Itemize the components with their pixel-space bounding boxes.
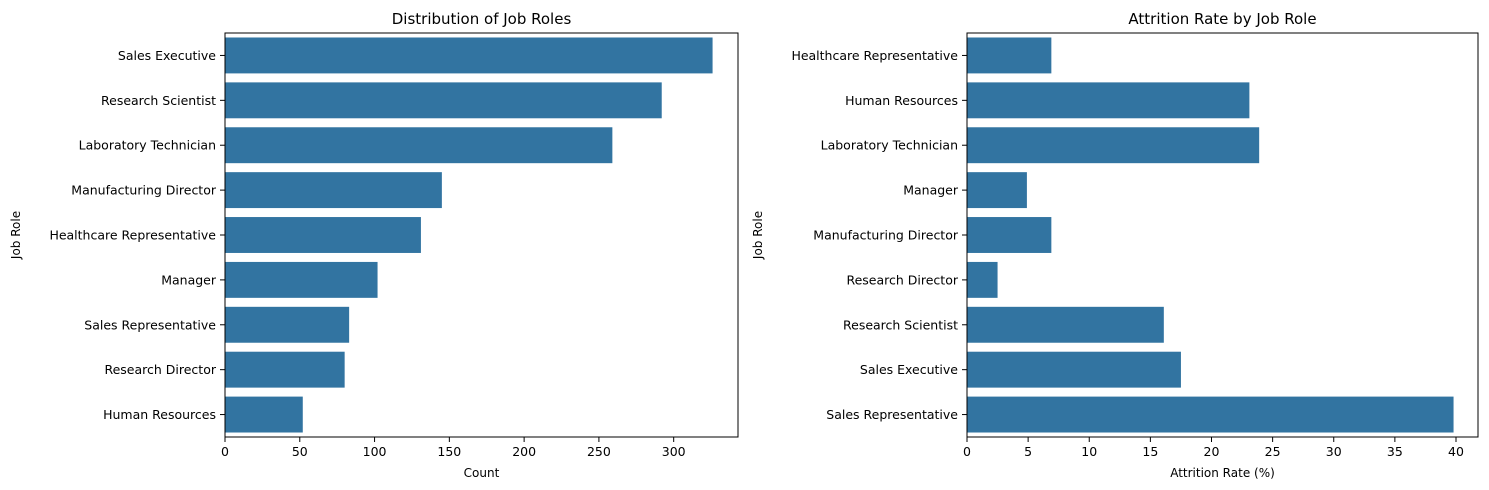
y-tick-label: Research Director <box>104 362 216 377</box>
y-tick-label: Research Scientist <box>843 317 958 332</box>
bar <box>967 351 1181 388</box>
x-tick-label: 50 <box>292 444 308 459</box>
y-tick-label: Sales Executive <box>860 362 958 377</box>
x-tick-label: 35 <box>1387 444 1403 459</box>
x-tick-label: 0 <box>221 444 229 459</box>
x-tick-label: 150 <box>437 444 461 459</box>
y-tick-label: Human Resources <box>103 407 216 422</box>
bar <box>967 172 1027 209</box>
y-tick-label: Research Scientist <box>101 93 216 108</box>
bar <box>225 261 378 298</box>
bar <box>225 82 662 119</box>
y-axis-label: Job Role <box>751 211 765 260</box>
y-tick-label: Manufacturing Director <box>813 228 959 243</box>
y-tick-label: Manufacturing Director <box>71 183 217 198</box>
bar <box>967 306 1164 343</box>
y-tick-label: Laboratory Technician <box>821 138 958 153</box>
x-tick-label: 15 <box>1142 444 1158 459</box>
x-axis-label: Attrition Rate (%) <box>1170 466 1275 480</box>
bar <box>225 306 350 343</box>
chart-title: Distribution of Job Roles <box>392 10 572 28</box>
bar <box>225 351 345 388</box>
chart-title: Attrition Rate by Job Role <box>1128 10 1316 28</box>
x-tick-label: 300 <box>662 444 686 459</box>
x-tick-label: 10 <box>1081 444 1097 459</box>
chart-attrition-rate: Healthcare Representative Human Resources… <box>751 10 1479 480</box>
y-tick-label: Manager <box>161 272 217 287</box>
y-tick-label: Sales Executive <box>118 48 216 63</box>
y-tick-label: Laboratory Technician <box>79 138 216 153</box>
x-tick-label: 200 <box>512 444 536 459</box>
x-tick-label: 20 <box>1204 444 1220 459</box>
x-tick-label: 0 <box>963 444 971 459</box>
x-tick-label: 30 <box>1326 444 1342 459</box>
y-tick-label: Research Director <box>846 272 958 287</box>
y-axis-label: Job Role <box>9 211 23 260</box>
y-tick-label: Healthcare Representative <box>49 228 216 243</box>
x-tick-label: 5 <box>1024 444 1032 459</box>
chart-job-role-distribution: Sales Executive Research Scientist Laborat… <box>9 10 739 480</box>
x-tick-label: 100 <box>363 444 387 459</box>
bar <box>967 396 1454 433</box>
bar <box>225 172 442 209</box>
bar <box>967 82 1250 119</box>
bar <box>967 217 1052 253</box>
y-tick-label: Sales Representative <box>826 407 958 422</box>
y-tick-label: Manager <box>903 183 959 198</box>
x-tick-label: 250 <box>587 444 611 459</box>
bar <box>967 127 1260 164</box>
axes-frame <box>966 32 1479 438</box>
y-tick-label: Healthcare Representative <box>791 48 958 63</box>
bar <box>225 37 713 74</box>
bar <box>967 261 998 298</box>
x-tick-label: 25 <box>1265 444 1281 459</box>
bar <box>225 217 421 253</box>
axes-frame <box>224 32 739 438</box>
bar <box>967 37 1052 74</box>
y-tick-label: Human Resources <box>845 93 958 108</box>
x-tick-label: 40 <box>1448 444 1464 459</box>
y-tick-label: Sales Representative <box>84 317 216 332</box>
bar <box>225 127 613 164</box>
x-axis-label: Count <box>464 466 500 480</box>
bar <box>225 396 303 433</box>
